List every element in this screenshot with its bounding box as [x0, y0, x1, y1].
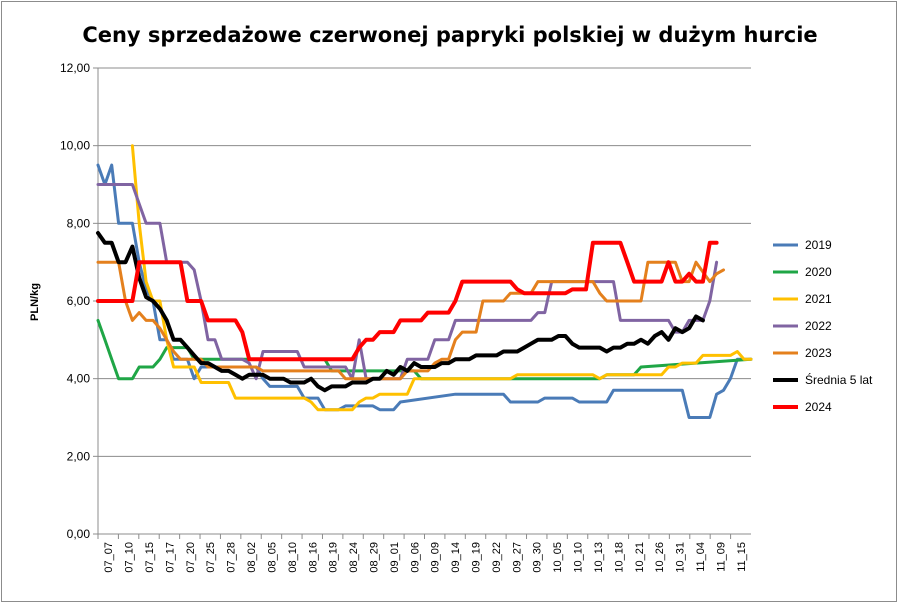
y-tick-labels: 0,00 2,00 4,00 6,00 8,00 10,00 12,00 [60, 61, 90, 541]
y-tick-label: 0,00 [67, 527, 91, 541]
x-tick-label: 09_06 [409, 542, 421, 573]
y-tick-label: 12,00 [60, 61, 90, 75]
x-tick-label: 09_14 [450, 542, 462, 573]
x-tick-label: 08_02 [246, 542, 258, 573]
x-tick-label: 07_07 [103, 542, 115, 573]
x-tick-label: 10_21 [634, 542, 646, 573]
x-tick-label: 08_24 [348, 542, 360, 573]
x-tick-label: 11_09 [715, 542, 727, 572]
x-tick-label: 11_04 [695, 542, 707, 572]
x-tick-label: 09_22 [491, 542, 503, 573]
series-line [96, 231, 705, 393]
gridlines [93, 67, 751, 539]
legend-label: 2020 [805, 265, 832, 279]
y-tick-label: 4,00 [67, 372, 91, 386]
legend-label: 2022 [805, 319, 832, 333]
x-tick-labels: 07_07 07_10 07_15 07_17 07_20 07_25 07_28 08_02… [103, 542, 748, 573]
x-tick-label: 10_13 [593, 542, 605, 573]
x-tick-label: 07_28 [226, 542, 238, 573]
series-lines [96, 144, 753, 419]
x-tick-label: 10_10 [573, 542, 585, 573]
x-tick-label: 08_05 [266, 542, 278, 573]
y-tick-label: 2,00 [67, 449, 91, 463]
x-tick-label: 07_10 [124, 542, 136, 573]
legend-label: 2021 [805, 292, 832, 306]
chart-title: Ceny sprzedażowe czerwonej papryki polsk… [82, 23, 817, 47]
series-line [96, 240, 719, 362]
x-tick-label: 10_26 [654, 542, 666, 573]
legend-label: 2023 [805, 346, 832, 360]
x-tick-label: 07_25 [205, 542, 217, 573]
x-tick-label: 11_15 [736, 542, 748, 572]
x-tick-label: 08_10 [287, 542, 299, 573]
x-tick-label: 07_17 [164, 542, 176, 573]
series-line [96, 260, 725, 381]
legend-label: 2019 [805, 238, 832, 252]
x-tick-label: 09_27 [511, 542, 523, 573]
x-tick-label: 08_16 [307, 542, 319, 573]
x-tick-label: 09_09 [430, 542, 442, 573]
legend: 2019 2020 2021 2022 2023 Średnia 5 lat 2024 [773, 238, 873, 414]
x-tick-label: 07_20 [185, 542, 197, 573]
legend-label: Średnia 5 lat [805, 372, 873, 387]
x-tick-label: 08_29 [368, 542, 380, 573]
series-line [130, 144, 753, 412]
x-tick-label: 10_05 [552, 542, 564, 573]
legend-label: 2024 [805, 400, 832, 414]
x-tick-label: 07_15 [144, 542, 156, 573]
y-tick-label: 10,00 [60, 139, 90, 153]
x-tick-label: 09_19 [471, 542, 483, 573]
y-axis-label: PLN/kg [29, 283, 41, 321]
y-tick-label: 6,00 [67, 294, 91, 308]
x-tick-label: 10_31 [675, 542, 687, 573]
x-tick-label: 09_01 [389, 542, 401, 573]
y-tick-label: 8,00 [67, 216, 91, 230]
x-tick-label: 10_18 [613, 542, 625, 573]
x-tick-label: 08_19 [328, 542, 340, 573]
x-tick-label: 09_30 [532, 542, 544, 573]
